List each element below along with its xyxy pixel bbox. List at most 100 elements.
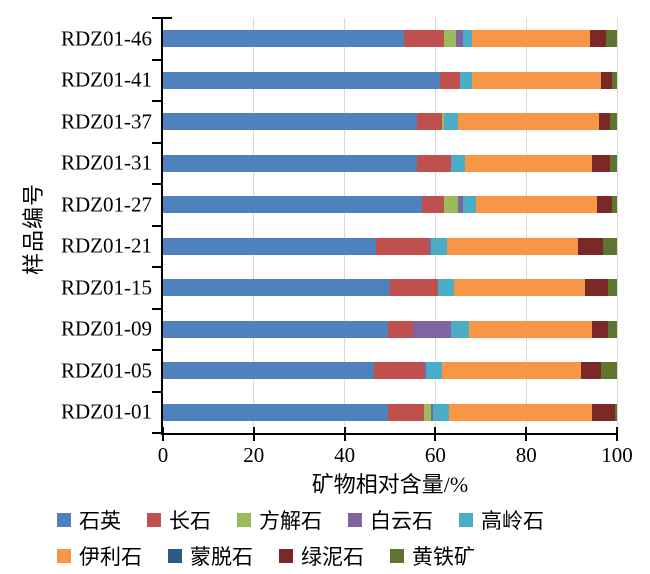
x-tick-60 xyxy=(434,427,437,441)
bar-segment-绿泥石 xyxy=(592,154,611,172)
bar-segment-方解石 xyxy=(444,196,459,214)
bar-segment-黄铁矿 xyxy=(610,113,617,131)
legend-swatch-蒙脱石 xyxy=(168,549,182,563)
legend-item-伊利石: 伊利石 xyxy=(57,541,142,571)
bar-segment-石英 xyxy=(163,71,440,89)
legend-label-绿泥石: 绿泥石 xyxy=(301,545,364,569)
bar-segment-伊利石 xyxy=(471,30,590,48)
bar-segment-伊利石 xyxy=(471,71,602,89)
bar-segment-高岭石 xyxy=(460,71,472,89)
x-axis-title: 矿物相对含量/% xyxy=(311,472,469,497)
bar-segment-长石 xyxy=(403,30,445,48)
bar-segment-长石 xyxy=(387,403,425,421)
legend-label-蒙脱石: 蒙脱石 xyxy=(190,545,253,569)
legend-swatch-高岭石 xyxy=(459,513,473,527)
x-tick-label-20: 20 xyxy=(243,443,265,467)
bar-segment-白云石 xyxy=(458,196,463,214)
y-tick xyxy=(152,183,161,185)
bar-segment-黄铁矿 xyxy=(612,71,617,89)
x-tick-label-80: 80 xyxy=(515,443,537,467)
y-label-RDZ01-46: RDZ01-46 xyxy=(61,26,152,51)
y-tick xyxy=(152,224,161,227)
bar-RDZ01-27 xyxy=(163,196,617,214)
bar-segment-长石 xyxy=(417,154,452,172)
legend-swatch-绿泥石 xyxy=(279,549,293,563)
legend-swatch-黄铁矿 xyxy=(390,549,404,563)
y-label-RDZ01-09: RDZ01-09 xyxy=(61,316,152,341)
bar-segment-石英 xyxy=(163,320,388,338)
bar-segment-绿泥石 xyxy=(598,113,611,131)
legend-item-高岭石: 高岭石 xyxy=(459,505,544,535)
bar-segment-石英 xyxy=(163,30,404,48)
bar-segment-石英 xyxy=(163,113,418,131)
bar-segment-绿泥石 xyxy=(585,279,608,297)
legend-label-长石: 长石 xyxy=(169,509,211,533)
bar-segment-石英 xyxy=(163,237,377,255)
y-label-RDZ01-41: RDZ01-41 xyxy=(61,67,152,92)
bar-segment-高岭石 xyxy=(426,362,443,380)
bar-segment-方解石 xyxy=(442,113,445,131)
x-axis-line xyxy=(161,433,618,435)
bar-segment-高岭石 xyxy=(462,30,472,48)
bar-segment-长石 xyxy=(374,362,425,380)
legend-item-绿泥石: 绿泥石 xyxy=(279,541,364,571)
bar-segment-绿泥石 xyxy=(580,362,602,380)
bar-segment-长石 xyxy=(439,71,461,89)
gridline-100 xyxy=(616,18,618,433)
x-tick-label-40: 40 xyxy=(334,443,356,467)
x-tick-label-100: 100 xyxy=(601,443,633,467)
bar-segment-石英 xyxy=(163,154,418,172)
y-tick xyxy=(152,349,161,351)
legend-label-伊利石: 伊利石 xyxy=(79,545,142,569)
x-tick-20 xyxy=(252,427,255,441)
bar-segment-白云石 xyxy=(430,403,434,421)
y-label-RDZ01-15: RDZ01-15 xyxy=(61,275,152,300)
bar-segment-绿泥石 xyxy=(591,403,615,421)
bar-segment-长石 xyxy=(421,196,445,214)
bar-segment-白云石 xyxy=(428,237,431,255)
bar-segment-黄铁矿 xyxy=(614,403,617,421)
bar-RDZ01-21 xyxy=(163,237,617,255)
x-tick-label-0: 0 xyxy=(157,443,169,467)
legend-row-2: 伊利石 蒙脱石 绿泥石 黄铁矿 xyxy=(0,541,650,571)
y-tick xyxy=(152,141,161,144)
bar-segment-高岭石 xyxy=(451,320,470,338)
bar-segment-石英 xyxy=(163,196,422,214)
bar-segment-长石 xyxy=(387,320,413,338)
legend-label-白云石: 白云石 xyxy=(370,509,433,533)
bar-segment-高岭石 xyxy=(437,279,454,297)
gridline-60 xyxy=(434,18,436,433)
bar-segment-黄铁矿 xyxy=(601,362,617,380)
x-tick-label-60: 60 xyxy=(424,443,446,467)
legend: 石英 长石 方解石 白云石 高岭石 伊利石 蒙脱石 绿泥石 黄铁矿 xyxy=(0,505,650,571)
bar-segment-黄铁矿 xyxy=(605,30,617,48)
bar-segment-长石 xyxy=(390,279,438,297)
bar-segment-绿泥石 xyxy=(601,71,613,89)
x-tick-0 xyxy=(162,427,164,441)
y-label-RDZ01-37: RDZ01-37 xyxy=(61,109,152,134)
bar-segment-高岭石 xyxy=(430,237,447,255)
plot-area xyxy=(163,18,618,433)
y-label-RDZ01-31: RDZ01-31 xyxy=(61,150,152,175)
bar-segment-方解石 xyxy=(444,30,456,48)
bar-segment-高岭石 xyxy=(444,113,459,131)
legend-swatch-方解石 xyxy=(237,513,251,527)
bar-RDZ01-09 xyxy=(163,320,617,338)
bar-segment-伊利石 xyxy=(448,403,592,421)
bar-segment-长石 xyxy=(417,113,443,131)
bar-segment-黄铁矿 xyxy=(603,237,617,255)
x-tick-40 xyxy=(343,427,346,441)
y-label-RDZ01-05: RDZ01-05 xyxy=(61,358,152,383)
y-tick xyxy=(152,266,161,268)
bar-segment-绿泥石 xyxy=(578,237,604,255)
bar-segment-高岭石 xyxy=(433,403,449,421)
legend-swatch-白云石 xyxy=(348,513,362,527)
bar-segment-伊利石 xyxy=(442,362,581,380)
x-tick-100 xyxy=(616,427,618,441)
bar-RDZ01-05 xyxy=(163,362,617,380)
bar-segment-高岭石 xyxy=(462,196,477,214)
bar-segment-石英 xyxy=(163,403,388,421)
legend-item-方解石: 方解石 xyxy=(237,505,322,535)
legend-label-石英: 石英 xyxy=(79,509,121,533)
